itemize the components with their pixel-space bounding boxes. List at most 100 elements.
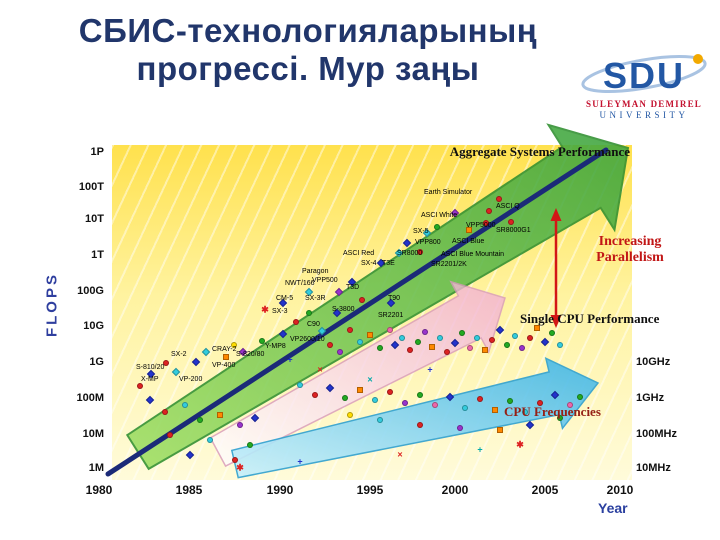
data-point-marker bbox=[434, 224, 440, 230]
right-axis-tick: 10GHz bbox=[636, 356, 671, 368]
y-axis-tick: 1G bbox=[89, 356, 104, 368]
data-point-marker bbox=[231, 342, 237, 348]
annotation-increasing-parallelism: Increasing Parallelism bbox=[596, 234, 664, 265]
data-point-marker bbox=[407, 347, 413, 353]
system-label: VPP800 bbox=[415, 239, 441, 246]
data-point-marker bbox=[497, 427, 503, 433]
data-point-marker bbox=[429, 344, 435, 350]
y-axis-tick: 1P bbox=[90, 146, 104, 158]
data-point-marker: + bbox=[287, 354, 293, 365]
x-axis-tick: 1980 bbox=[85, 483, 113, 497]
data-point-marker: ✱ bbox=[261, 304, 269, 315]
system-label: SX-5 bbox=[413, 228, 429, 235]
x-axis-tick: 2010 bbox=[606, 483, 634, 497]
logo-acronym: SDU bbox=[603, 55, 685, 96]
y-axis-tick: 10M bbox=[82, 428, 104, 440]
system-label: VP-200 bbox=[179, 376, 203, 383]
data-point-marker bbox=[342, 395, 348, 401]
data-point-marker bbox=[537, 400, 543, 406]
system-label: SR2201 bbox=[378, 312, 404, 319]
slide-title: СБИС-технологияларының прогрессі. Мур за… bbox=[38, 12, 578, 89]
data-point-marker bbox=[357, 387, 363, 393]
data-point-marker bbox=[534, 325, 540, 331]
right-axis-tick: 100MHz bbox=[636, 428, 677, 440]
data-point-marker bbox=[567, 402, 573, 408]
data-point-marker bbox=[232, 457, 238, 463]
data-point-marker bbox=[217, 412, 223, 418]
data-point-marker bbox=[207, 437, 213, 443]
data-point-marker bbox=[489, 337, 495, 343]
data-point-marker bbox=[519, 345, 525, 351]
data-point-marker bbox=[293, 319, 299, 325]
data-point-marker bbox=[549, 330, 555, 336]
system-label: ASCI Blue Mountain bbox=[441, 251, 505, 258]
system-label: SX-4 bbox=[361, 260, 377, 267]
system-label: T3E bbox=[382, 260, 395, 267]
data-point-marker bbox=[327, 342, 333, 348]
system-label: SR8000 bbox=[397, 250, 423, 257]
data-point-marker bbox=[512, 333, 518, 339]
data-point-marker bbox=[432, 402, 438, 408]
system-label: SX-2 bbox=[171, 351, 187, 358]
y-axis-tick: 100G bbox=[77, 285, 104, 297]
data-point-marker bbox=[557, 415, 563, 421]
data-point-marker bbox=[137, 383, 143, 389]
data-point-marker bbox=[259, 338, 265, 344]
data-point-marker bbox=[492, 407, 498, 413]
y-axis-tick: 100T bbox=[78, 181, 104, 193]
data-point-marker bbox=[527, 335, 533, 341]
system-label: ASCI Red bbox=[343, 250, 375, 257]
right-axis-tick: 1GHz bbox=[636, 392, 665, 404]
university-logo: SDU SULEYMAN DEMIREL UNIVERSITY bbox=[574, 50, 714, 120]
logo-dot-icon bbox=[693, 54, 703, 64]
data-point-marker bbox=[422, 329, 428, 335]
data-point-marker bbox=[367, 332, 373, 338]
data-point-marker bbox=[402, 400, 408, 406]
data-point-marker bbox=[417, 249, 423, 255]
data-point-marker bbox=[377, 345, 383, 351]
data-point-marker: × bbox=[367, 374, 373, 385]
data-point-marker bbox=[399, 335, 405, 341]
data-point-marker bbox=[417, 392, 423, 398]
data-point-marker bbox=[247, 442, 253, 448]
data-point-marker: ✱ bbox=[236, 462, 244, 473]
x-axis-tick: 1990 bbox=[266, 483, 294, 497]
data-point-marker bbox=[163, 360, 169, 366]
y-axis-title: FLOPS bbox=[43, 272, 61, 338]
system-label: S-3800 bbox=[332, 306, 355, 313]
system-label: Earth Simulator bbox=[424, 189, 473, 196]
system-label: ASCI Blue bbox=[452, 238, 485, 245]
y-axis-tick: 1M bbox=[88, 462, 104, 474]
data-point-marker bbox=[417, 422, 423, 428]
x-axis-tick: 1995 bbox=[356, 483, 384, 497]
system-label: C90 bbox=[307, 321, 320, 328]
system-label: CRAY-2 bbox=[212, 346, 237, 353]
data-point-marker bbox=[347, 327, 353, 333]
annotation-cpu-frequencies: CPU Frequencies bbox=[504, 404, 601, 419]
data-point-marker bbox=[306, 310, 312, 316]
data-point-marker bbox=[466, 227, 472, 233]
data-point-marker bbox=[504, 342, 510, 348]
data-point-marker: + bbox=[477, 444, 483, 455]
system-label: S-820/80 bbox=[236, 351, 265, 358]
system-label: ASCI Q bbox=[496, 203, 520, 210]
data-point-marker bbox=[557, 342, 563, 348]
system-label: Paragon bbox=[302, 268, 329, 275]
data-point-marker bbox=[387, 389, 393, 395]
data-point-marker bbox=[237, 422, 243, 428]
y-axis-tick: 10T bbox=[85, 213, 104, 225]
data-point-marker bbox=[372, 397, 378, 403]
data-point-marker bbox=[482, 347, 488, 353]
data-point-marker: × bbox=[397, 449, 403, 460]
annotation-aggregate-systems-performance: Aggregate Systems Performance bbox=[449, 144, 630, 159]
data-point-marker bbox=[507, 398, 513, 404]
system-label: T3D bbox=[346, 284, 360, 291]
data-point-marker bbox=[457, 425, 463, 431]
system-label: CM-5 bbox=[276, 295, 294, 302]
data-point-marker bbox=[477, 396, 483, 402]
system-label: VPP500 bbox=[312, 277, 338, 284]
system-label: S-810/20 bbox=[136, 364, 165, 371]
data-point-marker: × bbox=[317, 364, 323, 375]
data-point-marker bbox=[508, 219, 514, 225]
